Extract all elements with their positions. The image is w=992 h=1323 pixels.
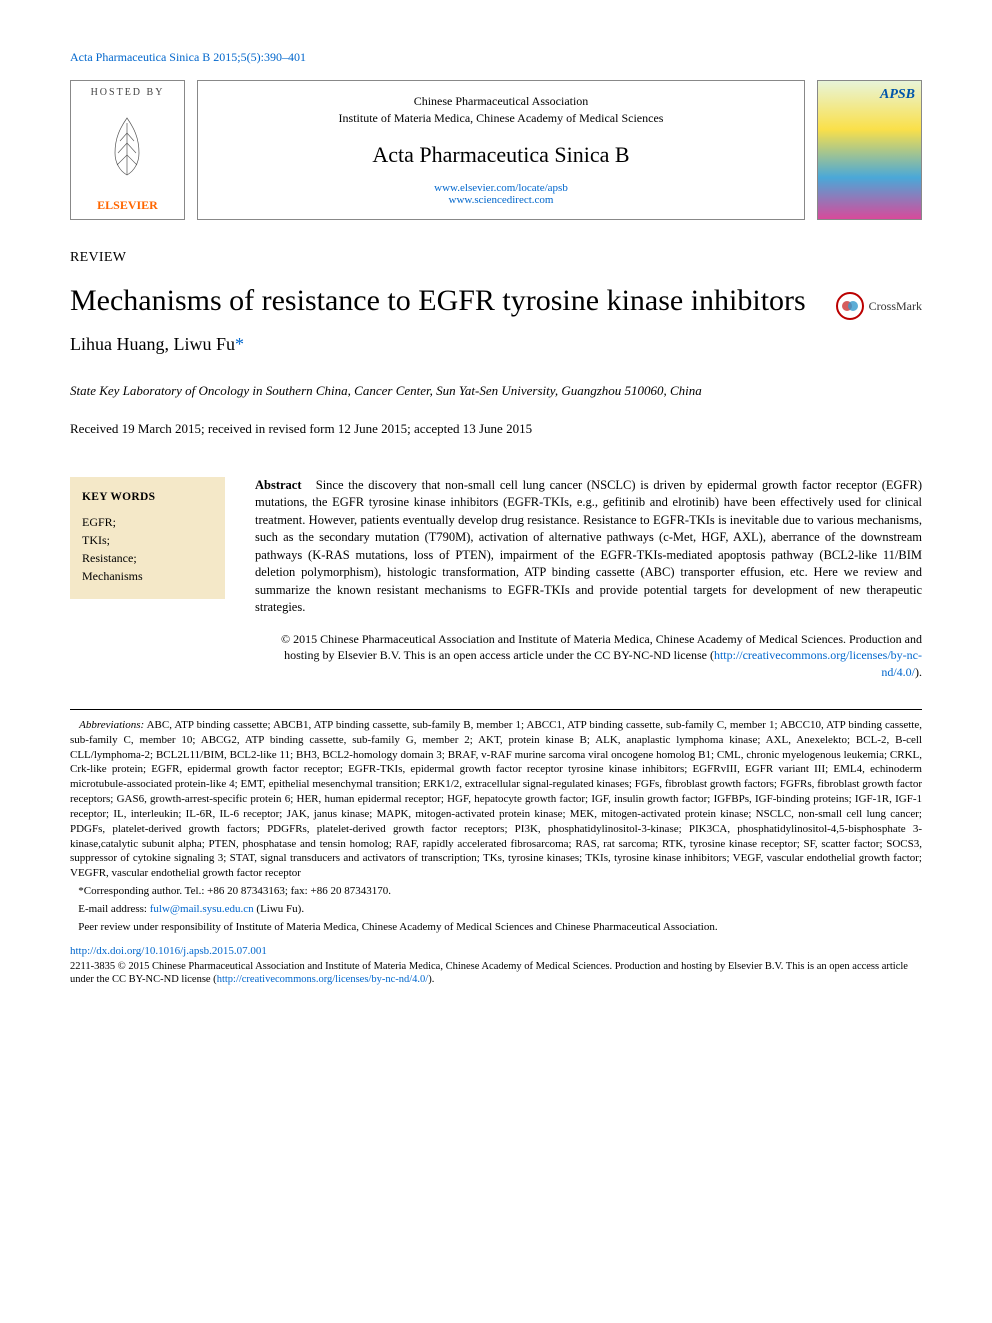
abstract-text: Since the discovery that non-small cell …: [255, 478, 922, 615]
peer-review-line: Peer review under responsibility of Inst…: [70, 920, 922, 935]
abstract-column: Abstract Since the discovery that non-sm…: [255, 477, 922, 681]
email-label: E-mail address:: [78, 903, 149, 915]
publisher-inst: Institute of Materia Medica, Chinese Aca…: [339, 111, 664, 126]
journal-link-2[interactable]: www.sciencedirect.com: [434, 194, 568, 206]
article-dates: Received 19 March 2015; received in revi…: [70, 421, 922, 437]
issn-text: 2211-3835 © 2015 Chinese Pharmaceutical …: [70, 961, 908, 986]
doi-link[interactable]: http://dx.doi.org/10.1016/j.apsb.2015.07…: [70, 945, 922, 957]
footnotes: Abbreviations: ABC, ATP binding cassette…: [70, 718, 922, 935]
citation-text: Acta Pharmaceutica Sinica B 2015;5(5):39…: [70, 50, 922, 65]
author-1: Lihua Huang: [70, 334, 164, 354]
copyright-close: ).: [915, 665, 922, 679]
issn-license-link[interactable]: http://creativecommons.org/licenses/by-n…: [217, 974, 429, 985]
email-author: (Liwu Fu).: [254, 903, 304, 915]
affiliation: State Key Laboratory of Oncology in Sout…: [70, 383, 922, 399]
abstract-label: Abstract: [255, 478, 302, 492]
corresponding-mark: *: [235, 334, 244, 354]
email-link[interactable]: fulw@mail.sysu.edu.cn: [150, 903, 254, 915]
crossmark-badge[interactable]: CrossMark: [836, 282, 922, 320]
keywords-heading: KEY WORDS: [82, 491, 213, 503]
hosted-by-box: HOSTED BY ELSEVIER: [70, 80, 185, 220]
abstract-paragraph: Abstract Since the discovery that non-sm…: [255, 477, 922, 617]
email-line: E-mail address: fulw@mail.sysu.edu.cn (L…: [70, 902, 922, 917]
article-type: REVIEW: [70, 250, 922, 266]
authors: Lihua Huang, Liwu Fu*: [70, 334, 922, 355]
abbreviations-text: ABC, ATP binding cassette; ABCB1, ATP bi…: [70, 719, 922, 879]
hosted-by-label: HOSTED BY: [91, 87, 165, 98]
cover-apsb-label: APSB: [880, 87, 915, 103]
keyword-item: TKIs;: [82, 531, 213, 549]
journal-info-box: Chinese Pharmaceutical Association Insti…: [197, 80, 805, 220]
copyright-block: © 2015 Chinese Pharmaceutical Associatio…: [255, 631, 922, 681]
elsevier-tree-icon: [98, 111, 158, 186]
abbreviations-label: Abbreviations:: [79, 719, 144, 731]
publisher-assoc: Chinese Pharmaceutical Association: [414, 94, 589, 109]
elsevier-logo: ELSEVIER: [97, 198, 158, 213]
issn-copyright-line: 2211-3835 © 2015 Chinese Pharmaceutical …: [70, 960, 922, 987]
keywords-box: KEY WORDS EGFR; TKIs; Resistance; Mechan…: [70, 477, 225, 599]
issn-close: ).: [428, 974, 434, 985]
keywords-list: EGFR; TKIs; Resistance; Mechanisms: [82, 513, 213, 585]
footnotes-separator: [70, 709, 922, 710]
corresponding-author-line: *Corresponding author. Tel.: +86 20 8734…: [70, 884, 922, 899]
keyword-item: Mechanisms: [82, 567, 213, 585]
journal-name: Acta Pharmaceutica Sinica B: [372, 142, 629, 168]
keyword-item: Resistance;: [82, 549, 213, 567]
journal-cover-thumbnail: APSB: [817, 80, 922, 220]
keyword-item: EGFR;: [82, 513, 213, 531]
peer-review-text: Peer review under responsibility of Inst…: [78, 921, 717, 933]
author-2: Liwu Fu: [173, 334, 235, 354]
license-link[interactable]: http://creativecommons.org/licenses/by-n…: [714, 648, 922, 679]
crossmark-icon: [836, 292, 864, 320]
journal-header: HOSTED BY ELSEVIER Chinese Pharmaceutica…: [70, 80, 922, 220]
crossmark-label: CrossMark: [869, 299, 922, 314]
journal-link-1[interactable]: www.elsevier.com/locate/apsb: [434, 182, 568, 194]
abbreviations-paragraph: Abbreviations: ABC, ATP binding cassette…: [70, 718, 922, 881]
corr-author-text: *Corresponding author. Tel.: +86 20 8734…: [78, 885, 391, 897]
article-title: Mechanisms of resistance to EGFR tyrosin…: [70, 282, 816, 320]
